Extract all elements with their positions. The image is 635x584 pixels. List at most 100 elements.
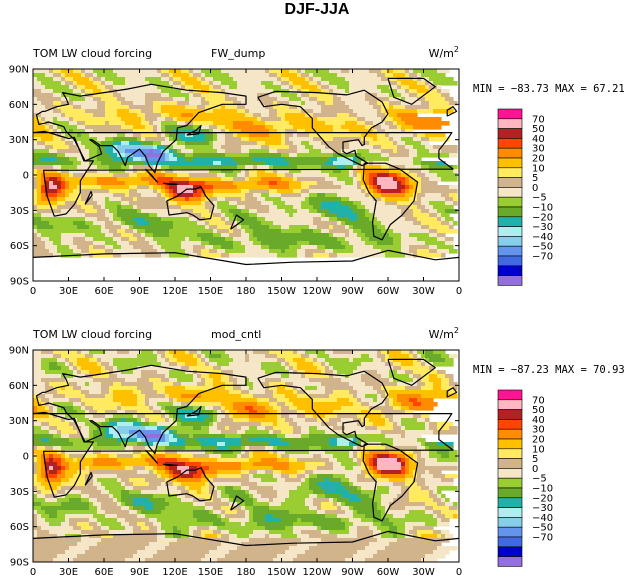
legend-label: 30	[532, 144, 545, 155]
legend-swatch	[497, 275, 523, 286]
y-tick-label: 60S	[10, 522, 29, 533]
y-tick-label: 90S	[10, 558, 29, 569]
legend-label: −20	[532, 493, 553, 504]
coastline	[35, 364, 247, 455]
coastline	[446, 106, 458, 117]
legend-swatch	[497, 448, 523, 459]
min-max-stats: MIN = −83.73 MAX = 67.21	[473, 83, 625, 95]
legend-label: 10	[532, 163, 545, 174]
x-tick-label: 0	[30, 567, 36, 578]
x-tick-label: 120E	[162, 286, 187, 297]
coastline	[166, 467, 215, 502]
coastline	[446, 387, 458, 398]
legend-swatch	[497, 507, 523, 518]
legend-label: 40	[532, 415, 545, 426]
panel-units: W/m2	[429, 45, 459, 60]
legend-swatch	[497, 546, 523, 557]
x-tick-label: 30W	[412, 286, 435, 297]
y-tick-label: 60N	[9, 381, 29, 392]
x-tick-label: 0	[456, 567, 462, 578]
legend-label: −70	[532, 252, 553, 263]
map-panel: TOM LW cloud forcing mod_cntl W/m2 0 30E 60E 9…	[9, 326, 462, 578]
coastline	[387, 358, 436, 386]
legend-label: −30	[532, 503, 553, 514]
legend-swatch	[497, 399, 523, 410]
coastline	[230, 495, 245, 511]
coastlines	[33, 358, 459, 547]
legend-label: −5	[532, 193, 547, 204]
legend-swatch	[497, 526, 523, 538]
legend-label: −40	[532, 232, 553, 243]
x-tick-label: 0	[456, 286, 462, 297]
x-tick-label: 90W	[341, 567, 364, 578]
coastline	[362, 162, 419, 241]
x-tick-label: 30E	[59, 567, 78, 578]
coastline	[144, 168, 158, 183]
legend-swatch	[497, 226, 523, 237]
x-tick-label: 120W	[303, 286, 332, 297]
legend-label: 20	[532, 154, 545, 165]
y-tick-label: 90S	[10, 277, 29, 288]
legend-swatch	[497, 138, 523, 149]
x-tick-label: 90W	[341, 286, 364, 297]
legend-label: 0	[532, 183, 538, 194]
x-tick-label: 120W	[303, 567, 332, 578]
coastline	[35, 83, 247, 174]
legend-swatch	[497, 118, 523, 129]
x-tick-label: 120E	[162, 567, 187, 578]
legend-swatch	[497, 536, 523, 548]
legend-label: −5	[532, 474, 547, 485]
x-tick-label: 30W	[412, 567, 435, 578]
legend-swatch	[497, 245, 523, 257]
color-legends: MIN = −83.73 MAX = 67.2170504030201050−5…	[473, 83, 625, 567]
y-tick-label: 90N	[9, 346, 29, 357]
x-tick-label: 60W	[377, 567, 400, 578]
coastline	[186, 405, 202, 417]
y-tick-label: 90N	[9, 65, 29, 76]
legend-swatch	[497, 419, 523, 430]
x-tick-label: 150E	[198, 567, 223, 578]
legend-label: −10	[532, 484, 553, 495]
y-tick-label: 30N	[9, 416, 29, 427]
y-tick-label: 0	[23, 171, 29, 182]
legend-label: 5	[532, 173, 538, 184]
x-tick-label: 0	[30, 286, 36, 297]
x-tick-label: 150W	[267, 286, 296, 297]
legend-label: −30	[532, 222, 553, 233]
coastlines	[33, 77, 459, 266]
legend-swatch	[497, 255, 523, 267]
legend-swatch	[497, 236, 523, 247]
legend-label: −50	[532, 523, 553, 534]
coastline	[33, 130, 454, 217]
legend-swatch	[497, 216, 523, 227]
legend-swatch	[497, 177, 523, 188]
y-tick-label: 30N	[9, 135, 29, 146]
coastline	[33, 249, 459, 266]
coastline	[257, 89, 389, 167]
x-tick-label: 60E	[94, 286, 113, 297]
panel-units: W/m2	[429, 326, 459, 341]
legend-swatch	[497, 265, 523, 276]
legend-swatch	[497, 517, 523, 528]
x-tick-label: 180	[236, 567, 255, 578]
coastline	[84, 190, 93, 205]
coastline	[362, 443, 419, 522]
legend-label: −20	[532, 212, 553, 223]
x-tick-label: 90E	[130, 286, 149, 297]
x-tick-label: 150E	[198, 286, 223, 297]
y-tick-label: 60N	[9, 100, 29, 111]
contour-field	[33, 69, 458, 258]
legend-swatch	[497, 477, 523, 489]
legend-swatch	[497, 389, 523, 401]
legend-swatch	[497, 108, 523, 120]
legend-label: 0	[532, 464, 538, 475]
legend-swatch	[497, 487, 523, 499]
legend-swatch	[497, 187, 523, 198]
legend-swatch	[497, 147, 523, 159]
y-tick-label: 30S	[10, 206, 29, 217]
legend-swatch	[497, 196, 523, 208]
legend-swatch	[497, 556, 523, 567]
legend-swatch	[497, 157, 523, 169]
legend-swatch	[497, 468, 523, 479]
